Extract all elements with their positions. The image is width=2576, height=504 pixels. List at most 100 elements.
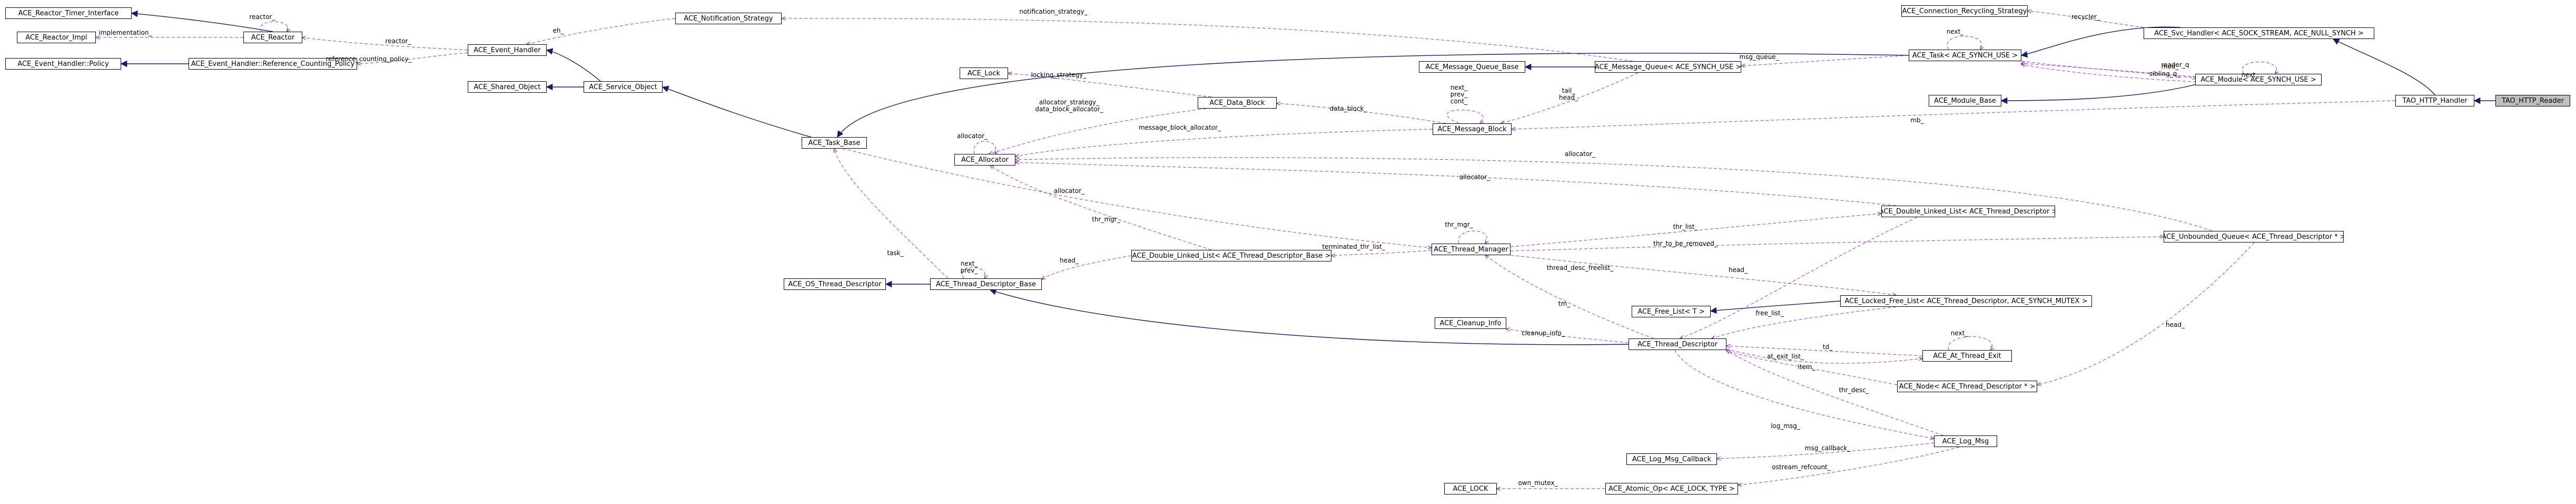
edge-inherit-module-modulebase: [2000, 84, 2197, 104]
edge-use-mq-notstrategy: [782, 18, 1633, 62]
node-ace-thread-manager[interactable]: ACE_Thread_Manager: [1432, 244, 1511, 255]
node-ace-unbounded-queue-thread-descriptor[interactable]: ACE_Unbounded_Queue< ACE_Thread_Descript…: [2164, 231, 2344, 243]
edge-use-db-lock: [1008, 73, 1212, 98]
node-ace-node-thread-descriptor[interactable]: ACE_Node< ACE_Thread_Descriptor * >: [1897, 381, 2037, 392]
node-ace-event-handler-policy[interactable]: ACE_Event_Handler::Policy: [5, 58, 121, 70]
edge-label: next_: [1947, 28, 1965, 35]
edge-inherit-svchandler-task: [2020, 26, 2181, 58]
node-ace-lock[interactable]: ACE_Lock: [960, 67, 1008, 79]
edge-label: reactor_: [250, 13, 276, 21]
node-ace-log-msg[interactable]: ACE_Log_Msg: [1934, 435, 1997, 447]
node-ace-os-thread-descriptor[interactable]: ACE_OS_Thread_Descriptor: [784, 278, 886, 290]
node-ace-allocator[interactable]: ACE_Allocator: [954, 154, 1015, 166]
edge-label: at_exit_list_: [1767, 353, 1804, 360]
edge-label: tm_: [1558, 300, 1571, 307]
edge-label: allocator_: [1054, 187, 1085, 195]
edge-use-task-module: [2021, 61, 2196, 78]
edge-use-logmsg-callback: [1717, 442, 1935, 459]
edge-inherit-lockedfree-freelist: [1710, 301, 1841, 314]
node-ace-free-list[interactable]: ACE_Free_List< T >: [1632, 306, 1711, 317]
node-tao-http-handler[interactable]: TAO_HTTP_Handler: [2395, 95, 2474, 106]
edge-label: thr_list_: [1673, 223, 1699, 230]
edge-label: recycler_: [2071, 13, 2100, 21]
node-ace-notification-strategy[interactable]: ACE_Notification_Strategy: [675, 13, 782, 24]
node-ace-double-linked-list-thread-descriptor[interactable]: ACE_Double_Linked_List< ACE_Thread_Descr…: [1881, 206, 2055, 217]
node-ace-at-thread-exit[interactable]: ACE_At_Thread_Exit: [1922, 350, 2012, 362]
node-ace-module[interactable]: ACE_Module< ACE_SYNCH_USE >: [2195, 74, 2322, 85]
edge-use-tdbase-taskbase: [834, 149, 949, 279]
edge-label: thread_desc_freelist_: [1547, 264, 1614, 272]
edge-label: head_: [2166, 321, 2185, 328]
edge-use-ate-self: [1948, 336, 1992, 351]
edge-use-mq-mb: [1501, 72, 1639, 123]
edge-label: task_: [887, 249, 904, 257]
edge-label: tail_ head_: [1559, 87, 1578, 101]
edge-label: thr_desc_: [1839, 386, 1869, 394]
node-ace-reactor-timer-interface[interactable]: ACE_Reactor_Timer_Interface: [5, 7, 132, 19]
node-ace-shared-object[interactable]: ACE_Shared_Object: [468, 81, 547, 93]
edge-label: notification_strategy_: [1019, 8, 1088, 15]
edge-use-dllbase-allocator: [990, 166, 1212, 250]
node-tao-http-reader[interactable]: TAO_HTTP_Reader: [2495, 95, 2570, 106]
node-ace-cleanup-info[interactable]: ACE_Cleanup_Info: [1435, 317, 1506, 329]
edge-use-tm-self: [1458, 230, 1487, 244]
node-ace-service-object[interactable]: ACE_Service_Object: [584, 81, 663, 93]
node-ace-svc-handler[interactable]: ACE_Svc_Handler< ACE_SOCK_STREAM, ACE_NU…: [2144, 27, 2374, 39]
node-ace-data-block[interactable]: ACE_Data_Block: [1198, 97, 1277, 109]
edge-use-tdbase-self: [962, 267, 985, 278]
edge-use-lockedfree-td: [1712, 306, 1897, 338]
node-ace-atomic-op[interactable]: ACE_Atomic_Op< ACE_LOCK, TYPE >: [1605, 483, 1738, 495]
edge-use-uq-node: [2037, 242, 2255, 385]
node-ace-message-block[interactable]: ACE_Message_Block: [1433, 123, 1512, 135]
node-ace-event-handler-reference-counting-policy[interactable]: ACE_Event_Handler::Reference_Counting_Po…: [189, 58, 357, 70]
edge-use-handler-mb: [1512, 100, 2396, 129]
edge-use-eh-refpolicy: [357, 52, 468, 64]
edge-use-dllbase-tdbase: [1042, 255, 1132, 279]
edge-label: next_: [1951, 329, 1969, 337]
node-ace-double-linked-list-thread-descriptor-base[interactable]: ACE_Double_Linked_List< ACE_Thread_Descr…: [1131, 250, 1331, 261]
edge-use-uq-allocator: [1015, 157, 2213, 231]
node-ace-reactor[interactable]: ACE_Reactor: [243, 32, 302, 43]
edge-use-mb-db: [1277, 103, 1446, 124]
edge-label: head_: [1729, 266, 1748, 274]
edge-use-td-cleanup: [1506, 329, 1629, 343]
edge-inherit-task-taskbase: [837, 53, 1909, 138]
edge-label: log_msg_: [1771, 422, 1801, 430]
edge-use-mb-allocator: [1015, 129, 1433, 157]
node-ace-task-base[interactable]: ACE_Task_Base: [802, 137, 867, 149]
edge-label: terminated_thr_list_: [1322, 243, 1385, 250]
edge-use-td-logmsg: [1674, 350, 1934, 439]
edge-inherit-handler-svchandler: [2332, 38, 2435, 95]
edge-label: eh_: [553, 27, 565, 34]
edge-label: reactor_: [386, 37, 412, 45]
edge-use-tm-lockedfree: [1510, 255, 1896, 295]
node-ace-locked-free-list[interactable]: ACE_Locked_Free_List< ACE_Thread_Descrip…: [1840, 295, 2092, 307]
edge-inherit-td-tdbase: [989, 288, 1629, 345]
edge-use-eh-reactor: [302, 37, 468, 51]
edge-use-svc-recycler: [2028, 11, 2144, 28]
edge-label: mb_: [1910, 117, 1924, 124]
node-ace-task[interactable]: ACE_Task< ACE_SYNCH_USE >: [1909, 50, 2021, 61]
edge-use-logmsg-td: [1726, 350, 1944, 436]
edge-use-td-tm: [1485, 255, 1654, 339]
edge-label: reader_q: [2162, 61, 2189, 69]
edge-label: ostream_refcount_: [1772, 463, 1831, 471]
node-ace-module-base[interactable]: ACE_Module_Base: [1929, 95, 2001, 106]
node-ace-thread-descriptor[interactable]: ACE_Thread_Descriptor: [1628, 338, 1726, 350]
edge-use-task-self: [1947, 36, 1981, 50]
node-ace-message-queue-base[interactable]: ACE_Message_Queue_Base: [1419, 61, 1525, 73]
edge-label: mod_: [2162, 63, 2179, 70]
node-ace-message-queue[interactable]: ACE_Message_Queue< ACE_SYNCH_USE >: [1595, 61, 1741, 73]
edge-label: data_block_: [1330, 105, 1368, 112]
node-ace-connection-recycling-strategy[interactable]: ACE_Connection_Recycling_Strategy: [1901, 5, 2028, 17]
edge-use-task-mq: [1741, 55, 1909, 66]
node-ace-thread-descriptor-base[interactable]: ACE_Thread_Descriptor_Base: [930, 278, 1042, 290]
node-ace-lock-type[interactable]: ACE_LOCK: [1444, 483, 1497, 495]
node-ace-reactor-impl[interactable]: ACE_Reactor_Impl: [17, 32, 96, 43]
node-ace-event-handler[interactable]: ACE_Event_Handler: [468, 44, 547, 56]
node-ace-log-msg-callback[interactable]: ACE_Log_Msg_Callback: [1626, 453, 1717, 465]
edge-label: cleanup_info_: [1522, 329, 1565, 337]
edge-label: locking_strategy_: [1031, 71, 1087, 79]
